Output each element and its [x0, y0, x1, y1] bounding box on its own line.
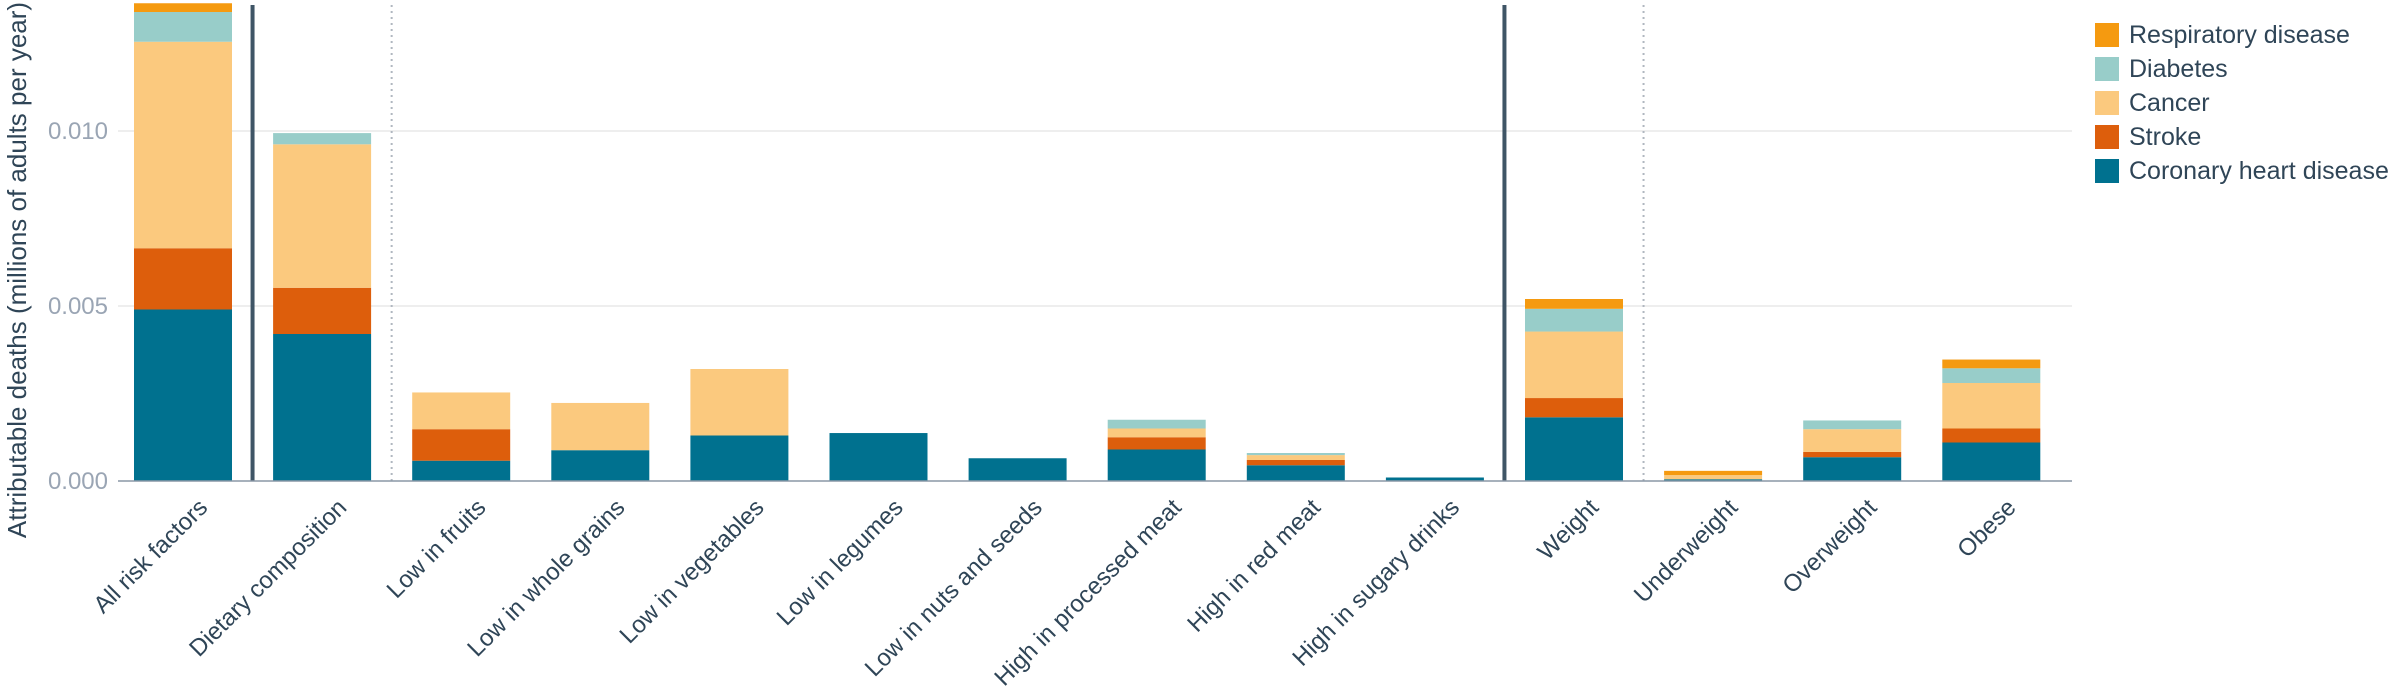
legend-swatch — [2095, 125, 2119, 149]
bars — [134, 3, 2041, 481]
bar-segment-coronary-heart-disease — [1803, 457, 1902, 481]
bar-segment-coronary-heart-disease — [1385, 477, 1484, 481]
bar-segment-diabetes — [1803, 420, 1902, 430]
bar-segment-respiratory-disease — [1942, 359, 2041, 369]
bar-segment-cancer — [690, 369, 789, 436]
bar-segment-cancer — [1525, 331, 1623, 399]
x-category-label: Obese — [1952, 494, 2021, 563]
y-tick-labels: 0.000 0.005 0.010 — [48, 118, 108, 495]
x-category-label: Low in vegetables — [615, 494, 770, 649]
bar-segment-cancer — [1107, 428, 1206, 438]
bar-segment-coronary-heart-disease — [1107, 449, 1206, 481]
bar-segment-cancer — [1803, 429, 1902, 452]
legend-swatch — [2095, 91, 2119, 115]
group-separators — [250, 5, 1645, 481]
legend-swatch — [2095, 23, 2119, 47]
bar-segment-cancer — [134, 41, 232, 249]
x-category-label: Overweight — [1777, 494, 1882, 599]
legend-label: Stroke — [2129, 122, 2202, 151]
bar-segment-coronary-heart-disease — [968, 458, 1067, 481]
bar-segment-stroke — [1246, 460, 1345, 466]
legend-label: Coronary heart disease — [2129, 156, 2389, 185]
bar-segment-coronary-heart-disease — [134, 309, 232, 481]
bar-segment-coronary-heart-disease — [1246, 465, 1345, 481]
legend-item[interactable]: Stroke — [2095, 120, 2389, 154]
x-category-label: Dietary composition — [184, 494, 352, 662]
bar-segment-coronary-heart-disease — [829, 433, 928, 481]
legend-swatch — [2095, 159, 2119, 183]
bar-segment-stroke — [134, 248, 232, 310]
bar-segment-stroke — [1525, 398, 1623, 418]
bar-segment-respiratory-disease — [1664, 470, 1763, 476]
x-category-label: Weight — [1533, 494, 1605, 566]
bar-segment-coronary-heart-disease — [273, 334, 372, 481]
bar-segment-coronary-heart-disease — [412, 460, 511, 481]
bar-segment-respiratory-disease — [134, 3, 232, 12]
bar-segment-cancer — [1246, 455, 1345, 460]
bar-segment-diabetes — [134, 12, 232, 42]
bar-segment-stroke — [412, 429, 511, 461]
x-category-label: Low in whole grains — [462, 494, 630, 662]
y-axis-title: Attributable deaths (millions of adults … — [2, 2, 32, 538]
bar-segment-stroke — [1107, 437, 1206, 450]
bar-segment-respiratory-disease — [1525, 299, 1623, 309]
x-category-label: Underweight — [1629, 494, 1744, 609]
bar-segment-diabetes — [1246, 453, 1345, 456]
bar-segment-cancer — [412, 392, 511, 430]
bar-segment-diabetes — [273, 133, 372, 145]
x-category-label: Low in fruits — [382, 494, 492, 604]
legend: Respiratory disease Diabetes Cancer Stroke C… — [2095, 18, 2389, 188]
x-category-label: Low in legumes — [772, 494, 909, 631]
gridlines — [118, 130, 2072, 307]
bar-segment-cancer — [273, 144, 372, 288]
legend-label: Respiratory disease — [2129, 20, 2350, 49]
bar-segment-coronary-heart-disease — [1942, 442, 2041, 481]
bar-segment-coronary-heart-disease — [690, 435, 789, 481]
y-tick-label: 0.010 — [48, 118, 108, 145]
bar-segment-coronary-heart-disease — [1525, 417, 1623, 481]
x-category-label: High in red meat — [1182, 494, 1326, 638]
y-tick-label: 0.005 — [48, 293, 108, 320]
legend-item[interactable]: Coronary heart disease — [2095, 154, 2389, 188]
bar-segment-cancer — [551, 402, 650, 451]
legend-swatch — [2095, 57, 2119, 81]
bar-segment-stroke — [1803, 451, 1902, 458]
legend-item[interactable]: Diabetes — [2095, 52, 2389, 86]
bar-segment-diabetes — [1107, 419, 1206, 429]
bar-segment-cancer — [1664, 475, 1763, 480]
legend-item[interactable]: Respiratory disease — [2095, 18, 2389, 52]
bar-segment-diabetes — [1525, 308, 1623, 332]
bar-segment-stroke — [273, 287, 372, 334]
legend-label: Cancer — [2129, 88, 2210, 117]
bar-segment-coronary-heart-disease — [551, 450, 650, 481]
x-category-label: All risk factors — [88, 494, 213, 619]
legend-label: Diabetes — [2129, 54, 2228, 83]
legend-item[interactable]: Cancer — [2095, 86, 2389, 120]
bar-segment-cancer — [1942, 383, 2041, 429]
bar-segment-diabetes — [1942, 368, 2041, 383]
bar-segment-coronary-heart-disease — [1664, 479, 1763, 481]
y-tick-label: 0.000 — [48, 468, 108, 495]
bar-segment-stroke — [1942, 428, 2041, 443]
